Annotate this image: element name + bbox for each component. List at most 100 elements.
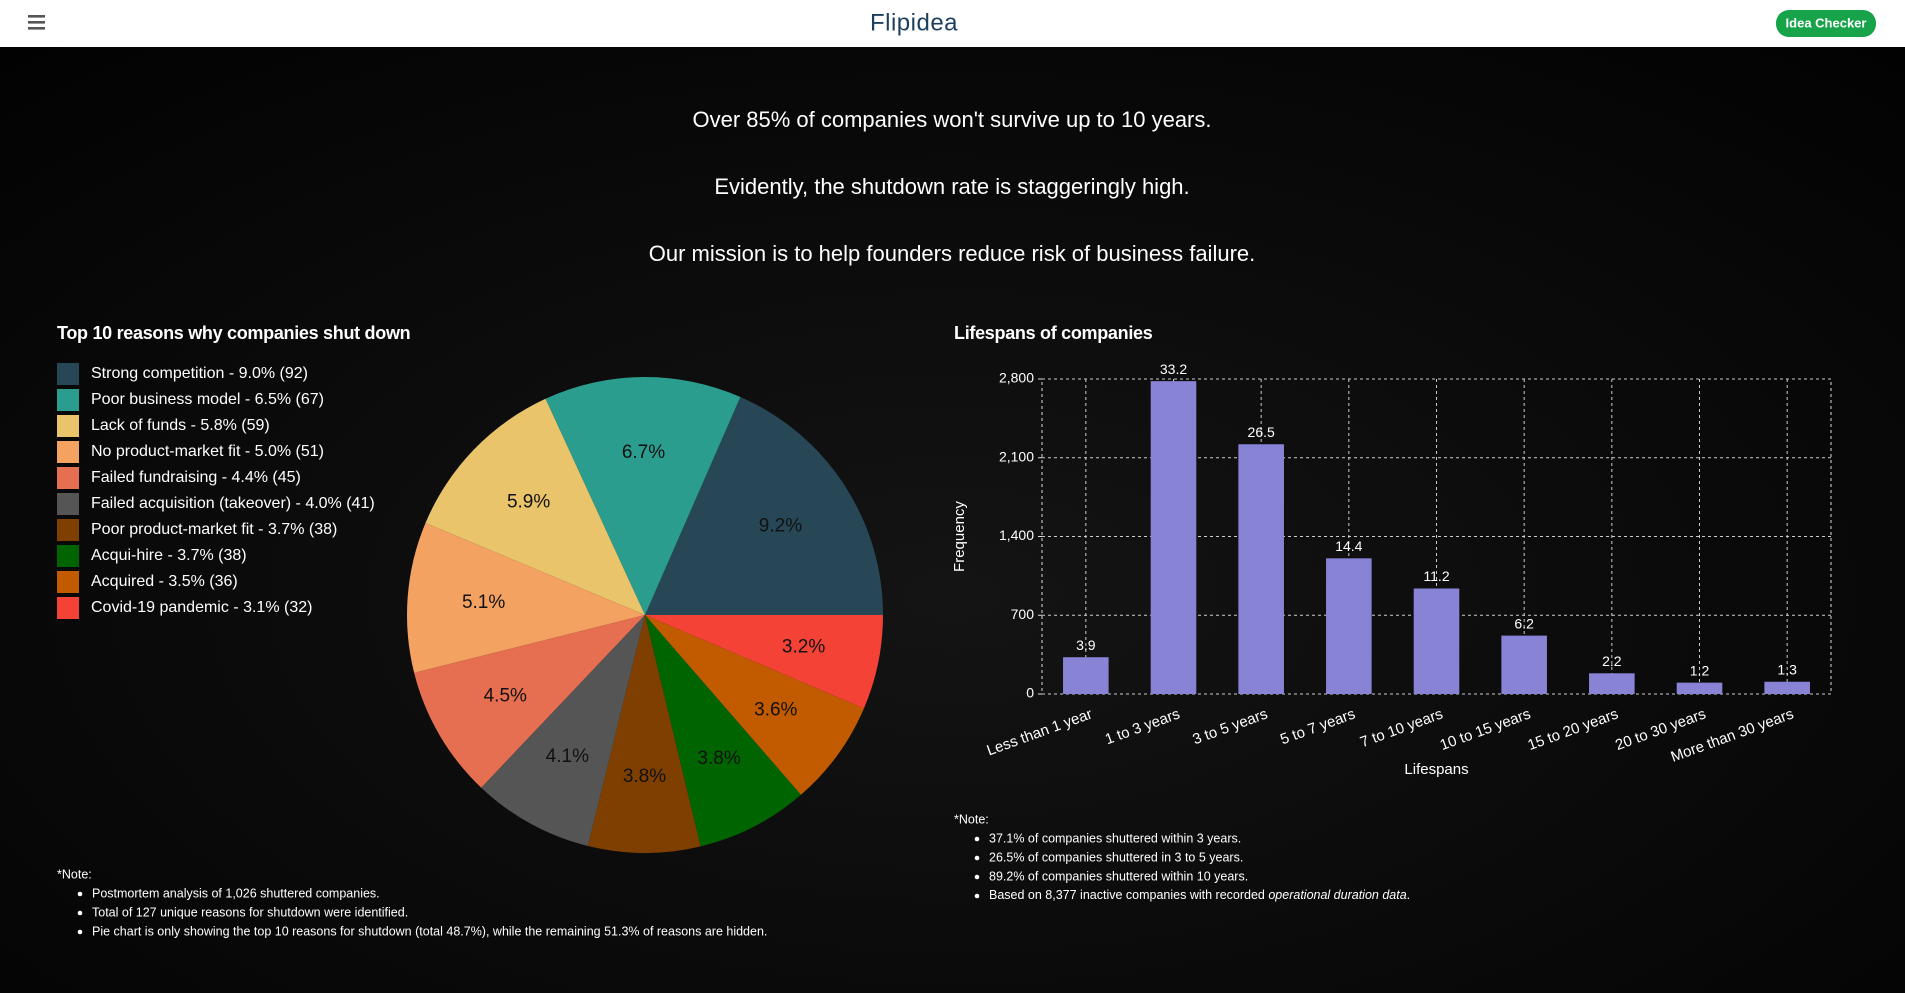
bar-percentage-label: 26.5 [1248,424,1275,440]
bar-percentage-label: 11.2 [1423,568,1449,584]
slice-label: 3.8% [623,766,666,787]
bar-percentage-label: 14.4 [1335,538,1362,554]
button-label[interactable]: Idea Checker [1786,15,1867,30]
x-axis-label: Lifespans [1404,761,1468,778]
y-tick-label: 700 [1011,606,1035,622]
note-title: *Note: [57,867,92,881]
slice-label: 3.8% [697,748,740,769]
chart-title: Lifespans of companies [954,323,1153,343]
bar-percentage-label: 33.2 [1160,361,1187,377]
slice-label: 3.2% [782,636,825,657]
slice-label: 4.1% [546,746,589,767]
legend-label: Lack of funds - 5.8% (59) [91,417,270,434]
note-item: Total of 127 unique reasons for shutdown… [92,905,408,919]
pie-slice [425,398,645,615]
slice-label: 6.7% [622,442,665,463]
menu-line [28,21,45,24]
pie-slice [645,615,883,709]
bar [1676,682,1723,694]
legend-label: Poor product-market fit - 3.7% (38) [91,521,337,538]
menu-button[interactable] [28,15,45,30]
pie-slice [407,523,645,673]
legend-label: Failed acquisition (takeover) - 4.0% (41… [91,495,375,512]
pie-slice [481,615,645,847]
note-item: 89.2% of companies shuttered within 10 y… [989,869,1248,883]
y-axis-label: Frequency [951,501,968,572]
note-item: Pie chart is only showing the top 10 rea… [92,924,767,938]
bar-percentage-label: 6.2 [1514,615,1534,631]
legend-label: Failed fundraising - 4.4% (45) [91,469,301,486]
slice-label: 5.1% [462,592,505,613]
pie-slice [414,615,645,788]
slice-label: 5.9% [507,492,550,513]
hero-line: Over 85% of companies won't survive up t… [692,107,1211,132]
bar-percentage-label: 1.3 [1777,661,1797,677]
menu-line [28,27,45,30]
legend-swatch [57,389,79,411]
legend-swatch [57,545,79,567]
hero-line: Our mission is to help founders reduce r… [649,241,1256,266]
slice-label: 3.6% [754,699,797,720]
bullet [974,874,980,880]
bullet [974,836,980,842]
pie-slice [645,396,883,615]
legend-label: Covid-19 pandemic - 3.1% (32) [91,599,312,616]
note-item-part: operational duration data [1268,888,1406,902]
bar [1413,588,1460,694]
pie-slice [645,615,801,847]
bar [1063,657,1109,694]
header-bar [0,0,1905,47]
note-item: 37.1% of companies shuttered within 3 ye… [989,831,1241,845]
legend-swatch [57,467,79,489]
legend-swatch [57,363,79,385]
legend-swatch [57,441,79,463]
bar-percentage-label: 1.2 [1690,662,1710,678]
pie-slice [645,615,864,795]
note-item-part: . [1407,888,1410,902]
hero-line: Evidently, the shutdown rate is staggeri… [714,174,1189,199]
bullet [77,929,83,935]
pie-slice [587,615,701,853]
menu-line [28,15,45,18]
note-item: Based on 8,377 inactive companies with r… [989,888,1410,902]
bar [1150,381,1197,694]
bullet [974,855,980,861]
legend-label: Strong competition - 9.0% (92) [91,365,308,382]
legend-label: Acquired - 3.5% (36) [91,573,238,590]
bullet [77,910,83,916]
legend-label: No product-market fit - 5.0% (51) [91,443,324,460]
slice-label: 4.5% [484,686,527,707]
note-item-part: Based on 8,377 inactive companies with r… [989,888,1268,902]
legend-swatch [57,493,79,515]
bullet [77,891,83,897]
idea-checker-button[interactable]: Idea Checker [1776,10,1876,37]
button-background [1776,10,1876,37]
bar [1589,673,1635,694]
y-tick-label: 0 [1026,685,1034,701]
legend-label: Acqui-hire - 3.7% (38) [91,547,247,564]
legend-swatch [57,571,79,593]
logo[interactable]: Flipidea [870,9,958,36]
bar-percentage-label: 3.9 [1076,637,1096,653]
bar [1326,558,1372,694]
bullet [974,893,980,899]
legend-swatch [57,597,79,619]
legend-swatch [57,415,79,437]
legend-label: Poor business model - 6.5% (67) [91,391,324,408]
bar [1501,635,1547,694]
note-title: *Note: [954,812,989,826]
legend-swatch [57,519,79,541]
note-item: 26.5% of companies shuttered in 3 to 5 y… [989,850,1243,864]
bar [1764,681,1810,694]
pie-slice [545,377,741,615]
y-tick-label: 1,400 [999,527,1034,543]
bar [1238,444,1284,694]
bar-percentage-label: 2.2 [1602,653,1622,669]
y-tick-label: 2,100 [999,448,1034,464]
y-tick-label: 2,800 [999,370,1034,386]
chart-title: Top 10 reasons why companies shut down [57,323,410,343]
slice-label: 9.2% [759,515,802,536]
note-item: Postmortem analysis of 1,026 shuttered c… [92,886,380,900]
